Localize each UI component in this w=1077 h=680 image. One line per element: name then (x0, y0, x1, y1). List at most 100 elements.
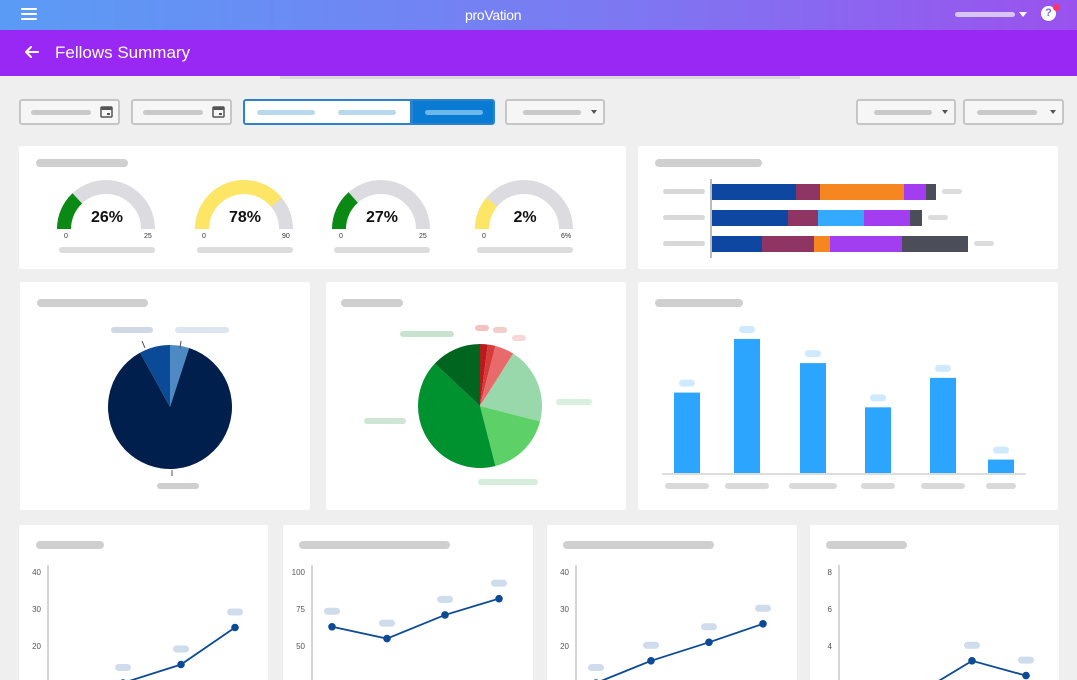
pie-chart (364, 325, 592, 485)
pie-slice (107, 348, 232, 469)
stacked-segment (820, 184, 904, 200)
bar-chart (662, 326, 1026, 489)
gauge-max: 25 (419, 233, 427, 240)
line-chart: 8 6 4 (828, 565, 1034, 680)
bar-value-label (935, 364, 951, 372)
line-chart: 40 30 20 (32, 565, 243, 680)
category-label (986, 483, 1016, 489)
slice-label (175, 327, 229, 333)
slice-label (493, 327, 507, 333)
end-date-field[interactable] (131, 99, 232, 125)
y-tick-label: 40 (32, 568, 41, 577)
gauge-fill (332, 192, 359, 230)
segment-option-1[interactable] (243, 99, 328, 125)
data-point (759, 620, 767, 628)
gauge-value: 2% (513, 209, 537, 226)
user-menu[interactable] (955, 12, 1015, 17)
slice-label (157, 483, 199, 489)
card-title (563, 541, 714, 549)
gauge-value: 27% (365, 209, 399, 226)
app-logo: proVation (465, 7, 522, 23)
gauge-label (477, 247, 573, 253)
category-label (725, 483, 769, 489)
bar-value-label (679, 379, 695, 387)
row-label (663, 189, 705, 194)
notification-dot (1053, 4, 1060, 11)
card-title (655, 159, 762, 167)
slice-label (400, 331, 454, 337)
pie-slice (140, 345, 170, 407)
data-label (1018, 656, 1034, 664)
pie-slice (480, 344, 496, 406)
y-tick-label: 50 (296, 642, 305, 651)
data-label (964, 641, 980, 649)
start-date-field[interactable] (19, 99, 120, 125)
segment-option-3[interactable] (411, 99, 495, 125)
stacked-segment (712, 236, 762, 252)
gauge-3: 27% 0 25 (332, 179, 442, 253)
pie-slice (480, 345, 514, 406)
gauge-min: 0 (64, 233, 68, 240)
data-point (231, 623, 239, 632)
arrow-left-icon[interactable] (24, 44, 40, 60)
data-point (705, 638, 713, 647)
stacked-segment (818, 210, 864, 226)
slice-label (364, 418, 406, 424)
gauge-value: 26% (90, 209, 124, 226)
bar-value-label (870, 394, 886, 402)
segment-option-2[interactable] (326, 99, 412, 125)
filter-dropdown-3[interactable] (963, 99, 1064, 125)
label-leader (141, 340, 146, 349)
gauges-card: 26% 0 25 78% 0 90 27% 0 25 2% 0 6% (19, 146, 626, 269)
label-leader (179, 340, 182, 349)
filter-dropdown-2[interactable] (856, 99, 956, 125)
filter-dropdown-1[interactable] (505, 99, 605, 125)
card-title (36, 541, 104, 549)
gauge-min: 0 (339, 233, 343, 240)
card-title (299, 541, 450, 549)
gauge-arc (57, 180, 155, 230)
bar-chart-card (638, 282, 1058, 510)
gauge-min: 0 (482, 233, 486, 240)
card-title (655, 299, 743, 307)
stacked-segment (830, 236, 902, 252)
stacked-segment (762, 236, 814, 252)
stacked-segment (926, 184, 936, 200)
gauge-arc (475, 180, 573, 230)
y-tick-label: 100 (292, 568, 306, 577)
series-line (331, 597, 500, 640)
data-point (383, 634, 391, 643)
gauge-label (59, 247, 155, 253)
data-label (701, 623, 717, 631)
gauge-max: 25 (144, 233, 152, 240)
calendar-icon[interactable] (212, 105, 225, 118)
y-tick-label: 20 (32, 642, 41, 651)
data-label (227, 608, 243, 616)
category-label (921, 483, 965, 489)
bar-value-label (739, 326, 755, 333)
pie-slice (418, 363, 496, 468)
data-label (173, 645, 189, 653)
card-title (826, 541, 907, 549)
menu-icon[interactable] (21, 8, 37, 22)
gauge-min: 0 (202, 233, 206, 240)
y-tick-label: 20 (560, 642, 569, 651)
gauge-4: 2% 0 6% (475, 179, 585, 253)
series-line (129, 626, 236, 680)
stacked-segment (712, 184, 796, 200)
pie-chart-card-2 (326, 282, 626, 510)
pie-chart-card-1 (20, 282, 310, 510)
data-point (177, 660, 185, 669)
pie-chart (107, 327, 232, 489)
line-chart-card-3: 40 30 20 (547, 525, 797, 680)
gauge-value: 78% (228, 209, 262, 226)
calendar-icon[interactable] (100, 105, 113, 118)
line-chart: 100 75 50 (292, 565, 507, 680)
chevron-down-icon[interactable] (1019, 12, 1027, 17)
gauge-max: 6% (561, 233, 572, 240)
chevron-down-icon (942, 110, 948, 114)
card-title (341, 299, 403, 307)
help-icon[interactable]: ? (1041, 6, 1056, 21)
stacked-segment (910, 210, 922, 226)
pie-slice (480, 353, 542, 422)
